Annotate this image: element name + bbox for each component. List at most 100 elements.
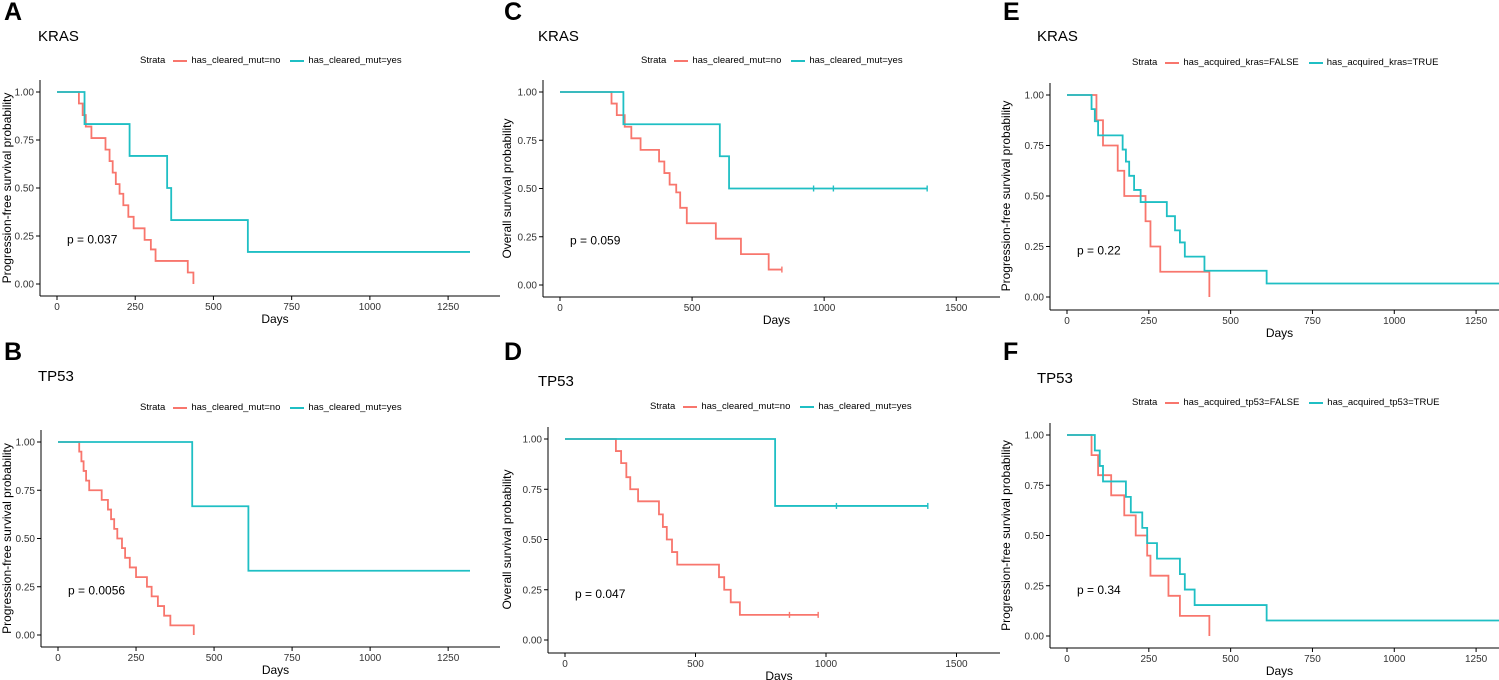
legend-entry-true: has_acquired_kras=TRUE — [1308, 57, 1438, 68]
legend-entry-no: has_cleared_mut=no — [674, 55, 781, 66]
km-plot-svg: 0 250 500 750 1000 1250 0.00 0.25 0.50 0.75 1.00 Da… — [0, 80, 500, 326]
legend: Strata has_cleared_mut=no has_cleared_mu… — [140, 402, 412, 413]
y-tick-label: 0.25 — [15, 232, 35, 243]
x-tick-label: 250 — [1140, 654, 1157, 665]
y-tick-label: 0.75 — [15, 136, 35, 147]
x-tick-label: 1250 — [1465, 654, 1488, 665]
p-value-label: p = 0.037 — [67, 233, 118, 247]
y-tick-label: 0.50 — [16, 534, 36, 545]
x-tick-label: 0 — [562, 659, 568, 670]
legend: Strata has_acquired_kras=FALSE has_acqui… — [1132, 57, 1448, 68]
legend-title: Strata — [140, 402, 166, 413]
y-tick-label: 0.00 — [1025, 632, 1045, 643]
y-tick-label: 1.00 — [1025, 431, 1045, 442]
panel-gene-title: KRAS — [538, 28, 579, 45]
y-axis-title: Overall survival probability — [500, 469, 514, 609]
legend-entry-yes: has_cleared_mut=yes — [800, 401, 912, 412]
survival-curve-no — [565, 438, 819, 616]
legend: Strata has_cleared_mut=no has_cleared_mu… — [641, 55, 913, 66]
legend-title: Strata — [1132, 57, 1158, 68]
x-tick-label: 500 — [206, 653, 223, 664]
y-tick-label: 0.50 — [15, 184, 35, 195]
x-tick-label: 0 — [557, 303, 563, 314]
survival-curve-yes — [565, 438, 928, 507]
y-tick-label: 1.00 — [16, 438, 36, 449]
y-tick-label: 0.50 — [1025, 192, 1045, 203]
x-tick-label: 750 — [1304, 316, 1321, 327]
legend-entry-yes: has_cleared_mut=yes — [290, 402, 402, 413]
legend-entry-no: has_cleared_mut=no — [173, 402, 280, 413]
y-tick-label: 0.00 — [15, 280, 35, 291]
panel-gene-title: KRAS — [38, 28, 79, 45]
x-tick-label: 250 — [127, 302, 144, 313]
panel-gene-title: KRAS — [1037, 28, 1078, 45]
x-tick-label: 750 — [283, 302, 300, 313]
panel-label: A — [4, 0, 23, 26]
y-axis-title: Progression-free survival probability — [999, 101, 1013, 292]
km-plot-svg: 0 500 1000 1500 0.00 0.25 0.50 0.75 1.00 Days Over… — [500, 80, 1000, 327]
panel-gene-title: TP53 — [538, 373, 574, 390]
km-plot-panel-c: C KRAS Strata has_cleared_mut=no has_cle… — [500, 0, 1000, 340]
x-axis-title: Days — [765, 669, 792, 680]
survival-curve-yes — [58, 441, 470, 572]
panel-label: B — [4, 340, 23, 366]
p-value-label: p = 0.34 — [1077, 583, 1121, 597]
x-tick-label: 1000 — [359, 653, 382, 664]
x-tick-label: 0 — [55, 653, 61, 664]
panel-gene-title: TP53 — [38, 368, 74, 385]
y-tick-label: 1.00 — [1025, 91, 1045, 102]
legend: Strata has_cleared_mut=no has_cleared_mu… — [650, 401, 922, 412]
x-axis-title: Days — [261, 312, 288, 326]
panel-label: D — [504, 340, 523, 366]
x-tick-label: 1000 — [813, 303, 836, 314]
y-tick-label: 1.00 — [518, 88, 538, 99]
km-plot-panel-f: F TP53 Strata has_acquired_tp53=FALSE ha… — [999, 340, 1499, 680]
y-tick-label: 0.50 — [518, 184, 538, 195]
x-tick-label: 1000 — [1383, 316, 1406, 327]
x-tick-label: 1250 — [437, 302, 460, 313]
x-tick-label: 250 — [1140, 316, 1157, 327]
x-tick-label: 1000 — [1383, 654, 1406, 665]
survival-curve-yes — [1067, 94, 1499, 285]
legend: Strata has_acquired_tp53=FALSE has_acqui… — [1132, 397, 1450, 408]
survival-curve-no — [57, 91, 195, 284]
survival-curve-yes — [1067, 434, 1499, 622]
x-axis-title: Days — [1266, 664, 1293, 678]
x-axis-title: Days — [1266, 326, 1293, 340]
x-tick-label: 500 — [687, 659, 704, 670]
km-plot-panel-b: B TP53 Strata has_cleared_mut=no has_cle… — [0, 340, 500, 680]
survival-curve-yes — [560, 91, 928, 190]
km-plot-svg: 0 250 500 750 1000 1250 0.00 0.25 0.50 0.75 1.00 Da… — [0, 430, 500, 677]
x-tick-label: 750 — [284, 653, 301, 664]
y-tick-label: 1.00 — [15, 88, 35, 99]
x-tick-label: 1000 — [359, 302, 382, 313]
y-tick-label: 0.25 — [518, 232, 538, 243]
legend-title: Strata — [641, 55, 667, 66]
p-value-label: p = 0.0056 — [68, 583, 125, 597]
y-tick-label: 0.75 — [1025, 481, 1045, 492]
x-tick-label: 1000 — [815, 659, 838, 670]
km-plot-panel-e: E KRAS Strata has_acquired_kras=FALSE ha… — [999, 0, 1499, 340]
x-tick-label: 1250 — [437, 653, 460, 664]
y-tick-label: 0.75 — [523, 485, 543, 496]
x-tick-label: 250 — [128, 653, 145, 664]
x-tick-label: 0 — [54, 302, 60, 313]
panel-gene-title: TP53 — [1037, 370, 1073, 387]
legend-title: Strata — [140, 55, 166, 66]
km-plot-svg: 0 250 500 750 1000 1250 0.00 0.25 0.50 0.75 1.00 Da… — [999, 83, 1499, 340]
y-tick-label: 0.75 — [1025, 141, 1045, 152]
y-tick-label: 0.25 — [523, 585, 543, 596]
legend-entry-false: has_acquired_kras=FALSE — [1165, 57, 1299, 68]
legend-entry-true: has_acquired_tp53=TRUE — [1309, 397, 1440, 408]
y-axis-title: Progression-free survival probability — [999, 440, 1013, 631]
legend-entry-false: has_acquired_tp53=FALSE — [1165, 397, 1299, 408]
x-tick-label: 0 — [1064, 316, 1070, 327]
x-tick-label: 750 — [1304, 654, 1321, 665]
panel-label: C — [504, 0, 523, 26]
legend: Strata has_cleared_mut=no has_cleared_mu… — [140, 55, 412, 66]
km-plot-svg: 0 250 500 750 1000 1250 0.00 0.25 0.50 0.75 1.00 Da… — [999, 423, 1499, 678]
survival-curve-no — [58, 441, 195, 635]
km-plot-panel-a: A KRAS Strata has_cleared_mut=no has_cle… — [0, 0, 500, 340]
km-plot-svg: 0 500 1000 1500 0.00 0.25 0.50 0.75 1.00 Days Over… — [500, 427, 1000, 680]
y-tick-label: 0.00 — [518, 281, 538, 292]
